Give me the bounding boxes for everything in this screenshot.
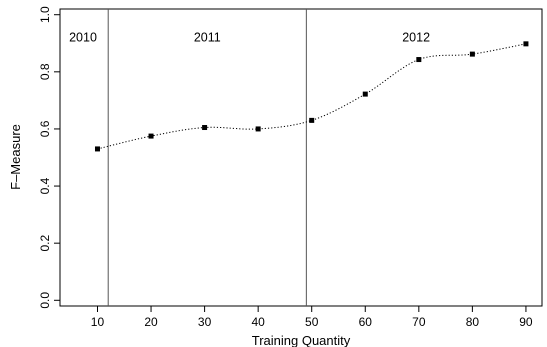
year-dividers [107,9,307,306]
data-point [148,133,154,139]
data-point [202,125,208,131]
data-point [362,91,368,97]
y-tick-label: 0.4 [38,177,52,194]
data-point [523,41,529,47]
region-label-2010: 2010 [69,31,97,45]
x-tick-label: 70 [412,315,426,329]
y-axis-title: F–Measure [8,124,23,190]
y-axis: 0.0 0.2 0.4 0.6 0.8 1.0 [38,6,60,309]
y-tick-label: 1.0 [38,6,52,23]
data-point [255,126,261,132]
x-tick-label: 50 [305,315,319,329]
data-point [309,117,315,123]
region-label-2012: 2012 [402,31,430,45]
series-line [97,43,527,150]
x-tick-label: 40 [251,315,265,329]
x-tick-label: 20 [144,315,158,329]
region-label-2011: 2011 [194,31,221,45]
y-tick-label: 0.6 [38,120,52,137]
y-tick-label: 0.0 [38,292,52,309]
year-region-labels: 2010 2011 2012 [69,31,430,45]
x-tick-label: 90 [519,315,533,329]
x-axis: 10 20 30 40 50 60 70 80 90 [91,306,533,329]
x-axis-title: Training Quantity [252,333,351,347]
x-tick-label: 30 [198,315,212,329]
data-point [94,146,100,152]
data-point [469,51,475,57]
f-measure-series [94,41,529,152]
x-tick-label: 60 [359,315,373,329]
plot-frame [59,8,543,307]
y-tick-label: 0.8 [38,63,52,80]
data-point [416,57,422,63]
x-tick-label: 80 [466,315,480,329]
y-tick-label: 0.2 [38,235,52,252]
x-tick-label: 10 [91,315,105,329]
